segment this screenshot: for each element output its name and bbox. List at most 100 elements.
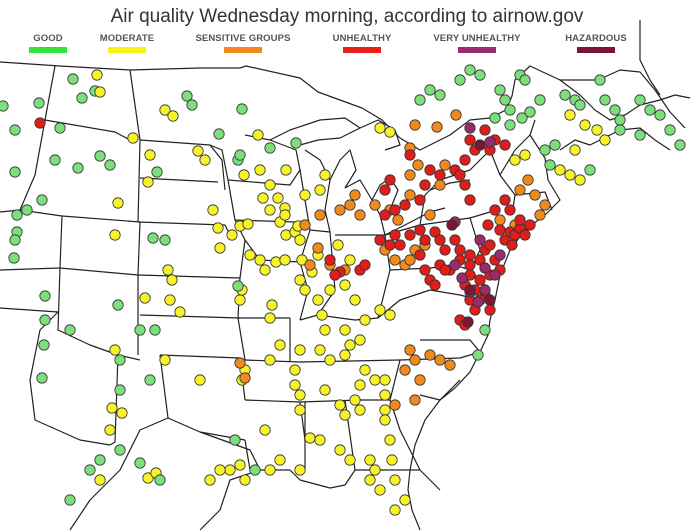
site-marker-very-unhealthy xyxy=(484,136,496,148)
site-marker-very-unhealthy xyxy=(449,259,461,271)
site-marker-moderate xyxy=(174,306,186,318)
site-marker-good xyxy=(544,159,556,171)
site-marker-unhealthy xyxy=(419,179,431,191)
site-marker-good xyxy=(9,166,21,178)
site-marker-good xyxy=(614,114,626,126)
legend-swatch xyxy=(224,47,262,53)
site-marker-moderate xyxy=(399,494,411,506)
legend-item-unhealthy: UNHEALTHY xyxy=(328,33,396,53)
site-marker-sensitive xyxy=(424,349,436,361)
site-marker-moderate xyxy=(519,149,531,161)
site-marker-unhealthy xyxy=(499,194,511,206)
site-marker-moderate xyxy=(509,154,521,166)
site-marker-good xyxy=(36,372,48,384)
site-marker-good xyxy=(674,139,686,151)
site-marker-moderate xyxy=(194,374,206,386)
site-marker-moderate xyxy=(142,176,154,188)
site-marker-unhealthy xyxy=(414,224,426,236)
site-marker-moderate xyxy=(379,404,391,416)
site-marker-unhealthy xyxy=(499,139,511,151)
site-marker-moderate xyxy=(166,274,178,286)
monitoring-sites xyxy=(0,64,686,516)
site-marker-hazardous xyxy=(474,139,486,151)
site-marker-good xyxy=(0,100,9,112)
site-marker-moderate xyxy=(319,384,331,396)
site-marker-moderate xyxy=(314,184,326,196)
site-marker-moderate xyxy=(299,284,311,296)
site-marker-good xyxy=(11,209,23,221)
site-marker-good xyxy=(149,324,161,336)
site-marker-unhealthy xyxy=(484,239,496,251)
site-marker-moderate xyxy=(334,444,346,456)
site-marker-good xyxy=(290,137,302,149)
site-marker-moderate xyxy=(192,145,204,157)
site-marker-moderate xyxy=(369,464,381,476)
site-marker-moderate xyxy=(264,464,276,476)
site-marker-good xyxy=(414,94,426,106)
site-marker-sensitive xyxy=(434,354,446,366)
site-marker-sensitive xyxy=(399,364,411,376)
site-marker-good xyxy=(644,104,656,116)
site-marker-good xyxy=(524,106,536,118)
site-marker-good xyxy=(559,89,571,101)
site-marker-sensitive xyxy=(354,209,366,221)
site-marker-sensitive xyxy=(314,209,326,221)
site-marker-good xyxy=(9,234,21,246)
site-marker-moderate xyxy=(254,254,266,266)
site-marker-sensitive xyxy=(414,374,426,386)
legend-item-hazardous: HAZARDOUS xyxy=(560,33,632,53)
site-marker-sensitive xyxy=(234,357,246,369)
site-marker-sensitive xyxy=(404,169,416,181)
site-marker-very-unhealthy xyxy=(489,269,501,281)
site-marker-unhealthy xyxy=(429,226,441,238)
site-marker-moderate xyxy=(564,109,576,121)
site-marker-moderate xyxy=(109,229,121,241)
site-marker-good xyxy=(249,464,261,476)
site-marker-unhealthy xyxy=(524,219,536,231)
site-marker-moderate xyxy=(364,474,376,486)
site-marker-moderate xyxy=(167,110,179,122)
site-marker-good xyxy=(114,444,126,456)
site-marker-good xyxy=(154,474,166,486)
site-marker-hazardous xyxy=(464,284,476,296)
site-marker-moderate xyxy=(314,344,326,356)
site-marker-moderate xyxy=(384,309,396,321)
site-marker-unhealthy xyxy=(419,264,431,276)
site-marker-moderate xyxy=(324,284,336,296)
legend-swatch xyxy=(577,47,615,53)
site-marker-moderate xyxy=(289,364,301,376)
site-marker-good xyxy=(264,142,276,154)
legend-item-good: GOOD xyxy=(22,33,74,53)
site-marker-unhealthy xyxy=(474,254,486,266)
site-marker-sensitive xyxy=(392,214,404,226)
site-marker-good xyxy=(654,109,666,121)
site-marker-sensitive xyxy=(389,254,401,266)
site-marker-moderate xyxy=(224,464,236,476)
site-marker-unhealthy xyxy=(504,204,516,216)
site-marker-moderate xyxy=(591,124,603,136)
site-marker-good xyxy=(494,84,506,96)
site-marker-unhealthy xyxy=(329,269,341,281)
site-marker-good xyxy=(8,252,20,264)
site-marker-good xyxy=(232,280,244,292)
site-marker-good xyxy=(472,349,484,361)
site-marker-moderate xyxy=(579,119,591,131)
site-marker-good xyxy=(454,74,466,86)
site-marker-hazardous xyxy=(462,316,474,328)
site-marker-good xyxy=(67,73,79,85)
site-marker-moderate xyxy=(142,472,154,484)
site-marker-unhealthy xyxy=(399,199,411,211)
site-marker-moderate xyxy=(379,414,391,426)
site-marker-moderate xyxy=(304,432,316,444)
site-marker-moderate xyxy=(316,309,328,321)
site-marker-moderate xyxy=(354,334,366,346)
site-marker-unhealthy xyxy=(514,214,526,226)
legend-swatch xyxy=(458,47,496,53)
site-marker-unhealthy xyxy=(506,239,518,251)
site-marker-moderate xyxy=(214,242,226,254)
site-marker-unhealthy xyxy=(419,234,431,246)
site-marker-moderate xyxy=(204,474,216,486)
site-marker-good xyxy=(49,154,61,166)
site-marker-very-unhealthy xyxy=(479,262,491,274)
